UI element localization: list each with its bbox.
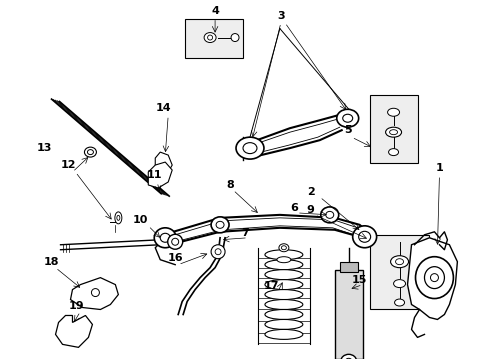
Text: 11: 11: [146, 170, 162, 180]
Ellipse shape: [388, 149, 398, 156]
Text: 12: 12: [61, 160, 76, 170]
Ellipse shape: [336, 109, 358, 127]
Ellipse shape: [264, 319, 302, 329]
Ellipse shape: [415, 257, 452, 298]
Polygon shape: [155, 152, 172, 172]
Ellipse shape: [203, 32, 216, 42]
Text: 14: 14: [155, 103, 171, 113]
Text: 1: 1: [435, 163, 443, 173]
Text: 19: 19: [68, 301, 84, 311]
Text: 13: 13: [37, 143, 52, 153]
Ellipse shape: [264, 289, 302, 300]
Text: 16: 16: [167, 253, 183, 263]
Ellipse shape: [394, 299, 404, 306]
Ellipse shape: [115, 212, 122, 224]
Ellipse shape: [393, 280, 405, 288]
Ellipse shape: [385, 127, 401, 137]
Polygon shape: [70, 278, 118, 310]
Text: 2: 2: [306, 187, 314, 197]
Text: 5: 5: [343, 125, 351, 135]
Text: 9: 9: [306, 205, 314, 215]
Bar: [185, 19, 243, 58]
Text: 8: 8: [226, 180, 233, 190]
Polygon shape: [56, 315, 92, 347]
Ellipse shape: [236, 137, 264, 159]
Ellipse shape: [352, 226, 376, 248]
Ellipse shape: [264, 310, 302, 319]
Text: 6: 6: [289, 203, 297, 213]
Ellipse shape: [230, 33, 239, 41]
Polygon shape: [148, 162, 172, 188]
Text: 3: 3: [277, 11, 284, 21]
Ellipse shape: [264, 250, 302, 260]
Ellipse shape: [264, 300, 302, 310]
Bar: [334, 270, 362, 359]
Polygon shape: [407, 238, 456, 319]
Ellipse shape: [278, 244, 288, 252]
Ellipse shape: [264, 260, 302, 270]
Bar: [369, 235, 428, 310]
Ellipse shape: [340, 354, 356, 360]
Ellipse shape: [264, 329, 302, 339]
Ellipse shape: [84, 147, 96, 157]
Text: 17: 17: [264, 280, 279, 291]
Ellipse shape: [211, 245, 224, 259]
Ellipse shape: [320, 207, 338, 223]
Ellipse shape: [211, 217, 228, 233]
Ellipse shape: [167, 234, 183, 249]
Ellipse shape: [91, 289, 99, 297]
Ellipse shape: [264, 280, 302, 289]
Ellipse shape: [390, 256, 407, 268]
Text: 7: 7: [241, 228, 248, 238]
Text: 10: 10: [132, 215, 148, 225]
Ellipse shape: [387, 108, 399, 116]
Text: 15: 15: [351, 275, 366, 285]
Ellipse shape: [154, 228, 176, 248]
Text: 18: 18: [44, 257, 59, 267]
Ellipse shape: [264, 270, 302, 280]
Ellipse shape: [276, 257, 290, 263]
Bar: [339, 262, 357, 272]
Bar: [369, 95, 417, 163]
Text: 4: 4: [211, 6, 219, 15]
